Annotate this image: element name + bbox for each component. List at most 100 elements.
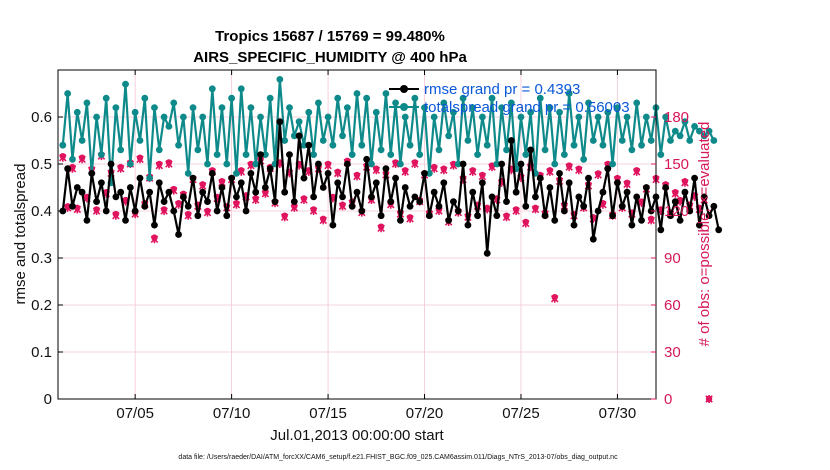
totalspread-point [483, 141, 491, 149]
totalspread-point [305, 108, 313, 116]
right-tick-label: 120 [664, 203, 689, 220]
totalspread-point [194, 146, 202, 154]
rmse-point [266, 165, 274, 173]
rmse-point [416, 198, 424, 206]
totalspread-point [372, 108, 380, 116]
obs-evaluated-point [174, 200, 183, 209]
rmse-point [633, 193, 641, 201]
rmse-point [604, 165, 612, 173]
obs-evaluated-point [372, 166, 381, 175]
totalspread-point [546, 104, 554, 111]
right-tick-label: 30 [664, 344, 681, 361]
right-tick-label: 150 [664, 156, 689, 173]
rmse-point [64, 165, 72, 173]
x-axis: 07/05 07/10 07/15 07/20 07/25 07/30 [116, 70, 636, 422]
rmse-point [445, 217, 453, 224]
rmse-point [570, 221, 578, 229]
rmse-point [618, 202, 626, 210]
totalspread-point [276, 76, 284, 83]
rmse-point [387, 198, 395, 206]
rmse-point [715, 226, 723, 234]
totalspread-point [261, 151, 269, 159]
rmse-point [589, 235, 597, 243]
rmse-point [662, 184, 670, 191]
rmse-point [189, 174, 197, 182]
rmse-point [686, 207, 694, 215]
rmse-point [594, 207, 602, 215]
obs-evaluated-point [116, 164, 125, 173]
right-tick-label: 90 [664, 250, 681, 267]
totalspread-point [647, 137, 655, 144]
right-tick-label: 60 [664, 297, 681, 314]
totalspread-point [440, 99, 448, 107]
obs-evaluated-point [324, 161, 332, 170]
rmse-point [194, 212, 202, 220]
totalspread-point [387, 151, 395, 159]
rmse-point [541, 212, 549, 220]
rmse-point [98, 179, 105, 187]
rmse-point [522, 202, 530, 210]
totalspread-point [469, 104, 477, 111]
rmse-point [464, 221, 472, 229]
left-tick-label: 0 [44, 391, 52, 408]
totalspread-point [339, 132, 346, 140]
legend-rmse-label: rmse grand pr = 0.4393 [424, 81, 580, 98]
totalspread-point [310, 151, 317, 159]
footnote: data file: /Users/raeder/DAI/ATM_forcXX/… [178, 454, 618, 461]
obs-evaluated-point [198, 181, 207, 190]
totalspread-point [358, 141, 366, 149]
rmse-point [614, 179, 621, 187]
y-axis-right-label: # of obs: o=possible; ×=evaluated [696, 122, 713, 347]
rmse-point [261, 184, 269, 191]
obs-evaluated-point [411, 160, 419, 168]
totalspread-point [570, 141, 578, 149]
totalspread-point [671, 127, 679, 135]
totalspread-point [642, 113, 650, 121]
left-tick-label: 0.3 [31, 250, 52, 267]
rmse-point [88, 170, 96, 177]
rmse-point [315, 160, 322, 168]
rmse-point [69, 202, 76, 210]
rmse-point [628, 221, 636, 229]
rmse-point [300, 174, 308, 182]
totalspread-point [416, 151, 424, 159]
totalspread-point [266, 94, 274, 102]
rmse-point [363, 155, 371, 163]
totalspread-point [290, 132, 298, 140]
obs-evaluated-point [705, 395, 713, 403]
totalspread-point [377, 146, 385, 154]
rmse-point [450, 198, 457, 206]
totalspread-point [93, 113, 100, 121]
obs-evaluated-point [531, 205, 540, 214]
rmse-point [667, 212, 674, 220]
rmse-point [146, 188, 154, 196]
rmse-point [382, 165, 390, 173]
obs-evaluated-point [309, 207, 318, 215]
rmse-point [435, 202, 443, 210]
totalspread-point [662, 113, 670, 121]
rmse-point [425, 212, 433, 220]
rmse-point [252, 188, 260, 196]
rmse-point [397, 217, 404, 224]
rmse-point [102, 207, 110, 215]
totalspread-point [295, 118, 303, 126]
totalspread-point [155, 146, 163, 154]
rmse-point [512, 188, 520, 196]
legend: rmse grand pr = 0.4393 totalspread grand… [389, 81, 630, 116]
rmse-point [348, 202, 356, 210]
rmse-point [459, 160, 467, 168]
legend-spread-marker [400, 103, 408, 111]
rmse-point [281, 188, 289, 196]
totalspread-point [406, 141, 414, 149]
obs-evaluated-point [594, 170, 602, 179]
obs-evaluated-point [92, 207, 101, 215]
obs-evaluated-point [300, 196, 308, 205]
totalspread-point [315, 99, 322, 107]
rmse-point [136, 174, 144, 182]
rmse-point [710, 202, 718, 210]
totalspread-point [252, 160, 260, 168]
x-tick-label: 07/25 [502, 405, 540, 422]
rmse-point [286, 151, 293, 159]
rmse-point [642, 184, 650, 191]
totalspread-point [170, 99, 178, 107]
